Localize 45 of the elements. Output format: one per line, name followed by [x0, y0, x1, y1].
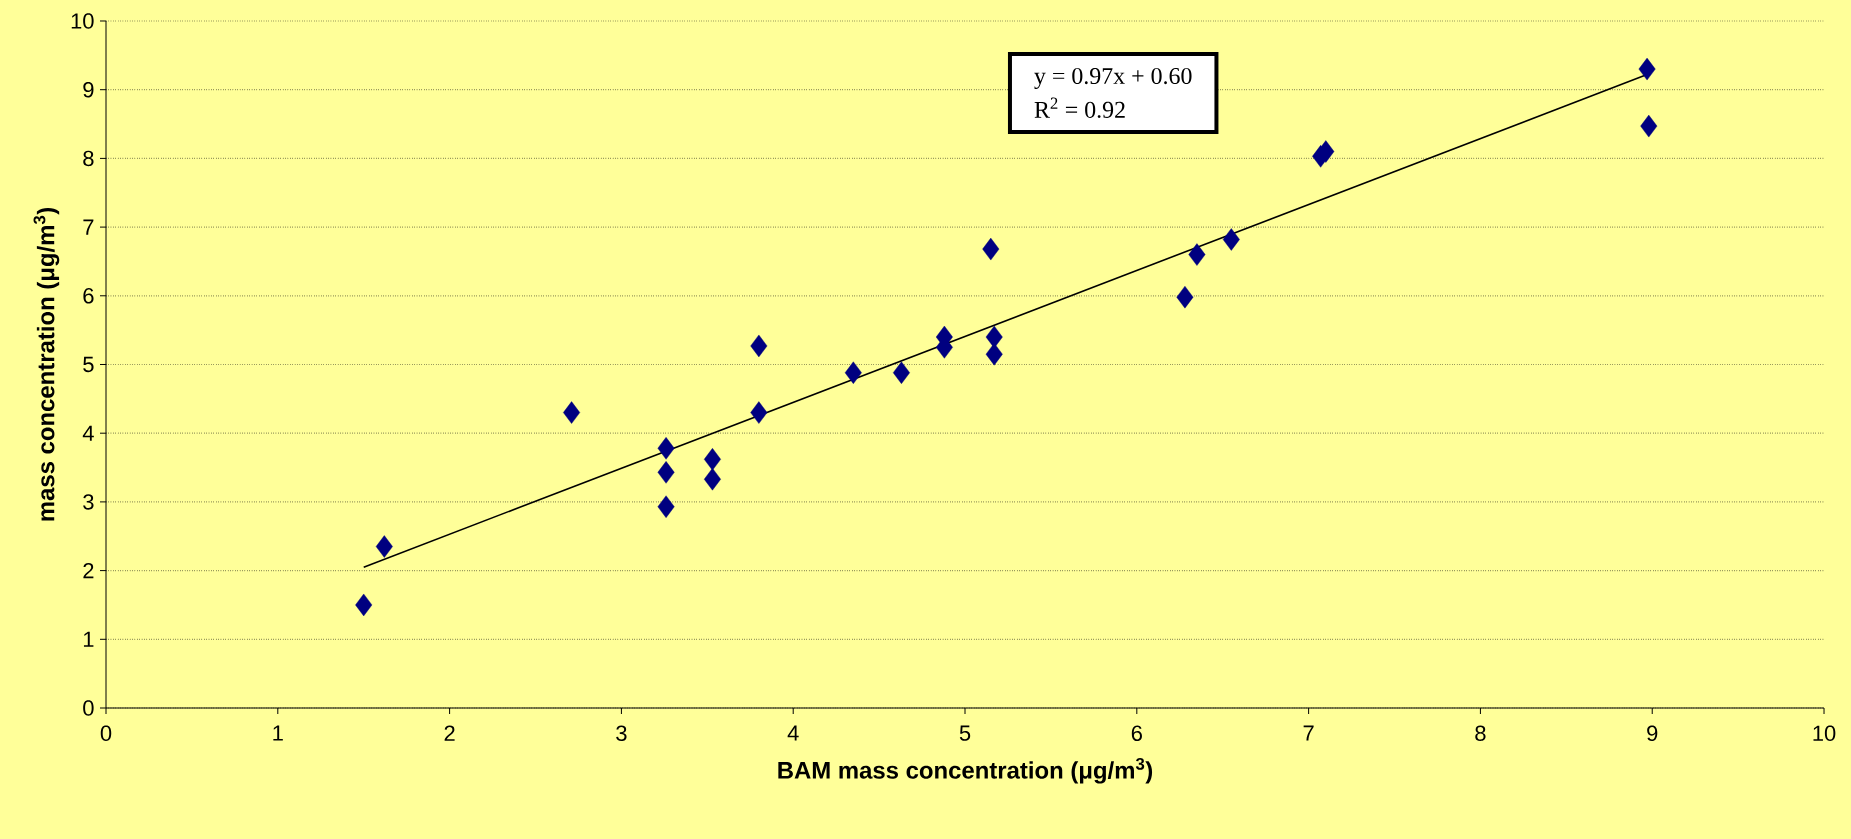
point	[1222, 228, 1240, 251]
x-tick-label: 7	[1303, 725, 1314, 741]
point	[375, 535, 393, 558]
point	[657, 495, 675, 518]
point	[1176, 285, 1194, 309]
y-tick-label: 4	[82, 425, 94, 441]
point	[982, 237, 1000, 261]
y-tick-label: 3	[83, 494, 94, 510]
y-tick-label: 6	[83, 288, 94, 304]
y-tick-label: 1	[83, 631, 94, 647]
point	[355, 593, 373, 617]
point	[893, 361, 910, 384]
x-tick-label: 1	[273, 725, 283, 741]
y-tick-label: 10	[71, 13, 94, 29]
x-tick-label: 9	[1647, 725, 1658, 742]
x-tick-label: 6	[1131, 725, 1142, 742]
y-tick-label: 7	[83, 219, 94, 235]
point	[657, 461, 675, 484]
y-tick-label: 8	[83, 150, 94, 167]
x-tick-label: 0	[100, 725, 112, 742]
point	[657, 437, 675, 460]
point	[1188, 243, 1206, 266]
point	[750, 401, 768, 424]
point	[1638, 57, 1656, 81]
y-tick-label: 2	[83, 562, 94, 579]
x-tick-label: 5	[959, 725, 971, 741]
x-tick-label: 3	[616, 725, 627, 742]
y-axis-title: mass concentration (μg/m$^{3}$)	[33, 207, 60, 521]
point	[704, 448, 721, 471]
x-axis-title: BAM mass concentration (μg/m$^{3}$)	[778, 757, 1153, 784]
point	[704, 468, 721, 491]
point	[750, 334, 768, 358]
y-tick-label: 9	[83, 81, 94, 98]
x-tick-label: 2	[444, 725, 455, 741]
x-tick-label: 10	[1813, 725, 1836, 742]
point	[1640, 114, 1658, 138]
annotation: y = 0.97x + 0.60	[1034, 67, 1192, 89]
x-tick-label: 8	[1475, 725, 1486, 742]
x-tick-label: 4	[787, 725, 799, 741]
annotation: R$^{2}$ = 0.92	[1034, 97, 1125, 119]
point	[563, 401, 581, 424]
y-tick-label: 0	[83, 700, 94, 716]
point	[985, 342, 1003, 366]
point	[844, 361, 862, 384]
y-tick-label: 5	[83, 356, 94, 373]
